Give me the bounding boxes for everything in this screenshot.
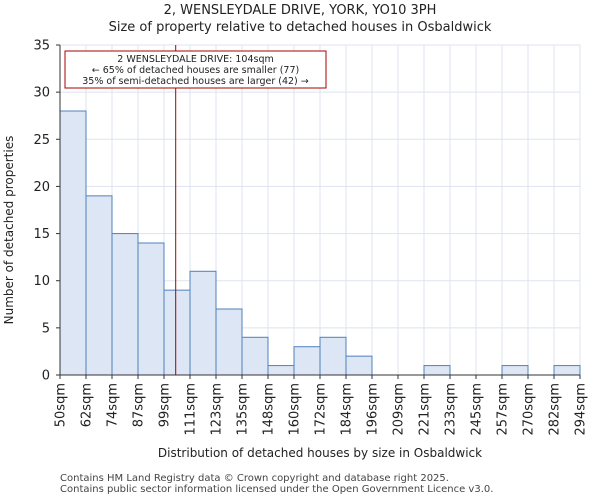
x-tick-label: 87sqm [132, 383, 147, 427]
bar-282sqm [553, 365, 581, 376]
x-tick-label: 282sqm [548, 383, 563, 436]
y-tick-label: 15 [33, 227, 50, 242]
footer-licence: Contains public sector information licen… [60, 484, 494, 495]
chart-subtitle: Size of property relative to detached ho… [109, 20, 492, 35]
bar-111sqm [189, 270, 217, 376]
x-axis-label: Distribution of detached houses by size … [158, 446, 482, 460]
bar-87sqm [137, 242, 165, 376]
bar-184sqm [345, 355, 373, 376]
x-tick-label: 270sqm [522, 383, 537, 436]
bar-123sqm [215, 308, 243, 376]
x-tick-label: 111sqm [184, 383, 199, 436]
x-tick-label: 160sqm [288, 383, 303, 436]
y-tick-label: 0 [42, 369, 50, 384]
bar-172sqm [319, 336, 347, 376]
y-tick-label: 25 [33, 133, 50, 148]
y-tick-label: 20 [33, 180, 50, 195]
footer-copyright: Contains HM Land Registry data © Crown c… [60, 473, 449, 484]
x-tick-label: 99sqm [158, 383, 173, 427]
bar-257sqm [501, 365, 529, 376]
bar-62sqm [85, 195, 113, 376]
x-tick-label: 172sqm [314, 383, 329, 436]
annotation-box [64, 50, 327, 89]
y-ticks: 0 5 10 15 20 25 30 35 [33, 39, 60, 384]
bar-74sqm [111, 233, 139, 376]
bar-221sqm [423, 365, 451, 376]
x-tick-label: 50sqm [54, 383, 69, 427]
x-tick-label: 294sqm [574, 383, 589, 436]
x-tick-label: 209sqm [392, 383, 407, 436]
bar-135sqm [241, 336, 269, 376]
x-tick-label: 196sqm [366, 383, 381, 436]
annotation-line-2: ← 65% of detached houses are smaller (77… [92, 65, 299, 76]
y-tick-label: 10 [33, 274, 50, 289]
y-tick-label: 5 [42, 321, 50, 336]
x-tick-label: 62sqm [80, 383, 95, 427]
x-tick-label: 123sqm [210, 383, 225, 436]
x-tick-label: 148sqm [262, 383, 277, 436]
property-marker: 2 WENSLEYDALE DRIVE: 104sqm← 65% of deta… [64, 45, 327, 375]
x-tick-label: 257sqm [496, 383, 511, 436]
bars-layer [59, 110, 581, 376]
bar-99sqm [163, 289, 191, 376]
y-tick-label: 35 [33, 39, 50, 54]
bar-160sqm [293, 346, 321, 376]
annotation-line-1: 2 WENSLEYDALE DRIVE: 104sqm [117, 54, 273, 65]
bar-50sqm [59, 110, 87, 376]
bar-148sqm [267, 365, 295, 376]
y-axis-label: Number of detached properties [2, 136, 16, 325]
annotation-line-3: 35% of semi-detached houses are larger (… [82, 76, 309, 87]
chart-title: 2, WENSLEYDALE DRIVE, YORK, YO10 3PH [164, 3, 437, 18]
x-tick-label: 245sqm [470, 383, 485, 436]
x-tick-label: 135sqm [236, 383, 251, 436]
x-ticks: 50sqm 62sqm 74sqm 87sqm 99sqm 111sqm 123sqm 135… [54, 375, 589, 436]
x-tick-label: 184sqm [340, 383, 355, 436]
y-tick-label: 30 [33, 86, 50, 101]
x-tick-label: 221sqm [418, 383, 433, 436]
x-tick-label: 233sqm [444, 383, 459, 436]
x-tick-label: 74sqm [106, 383, 121, 427]
